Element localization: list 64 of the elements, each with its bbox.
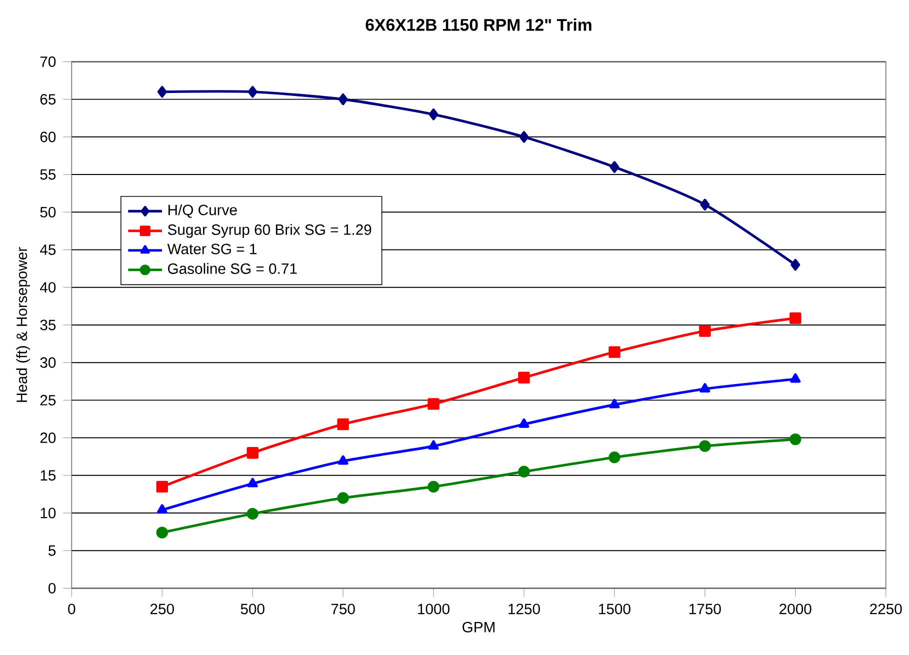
- point: [519, 131, 529, 143]
- x-tick-label: 500: [240, 604, 264, 614]
- x-tick-label: 1250: [508, 604, 540, 614]
- point: [156, 504, 168, 514]
- point: [338, 93, 348, 106]
- point: [518, 372, 530, 384]
- x-tick-label: 1750: [689, 604, 721, 614]
- y-tick-label: 20: [40, 432, 56, 444]
- point: [790, 433, 802, 446]
- y-tick-label: 60: [40, 132, 56, 142]
- y-tick-label: 15: [40, 470, 56, 481]
- x-tick-label: 0: [68, 604, 76, 614]
- point: [338, 455, 348, 465]
- y-tick-label: 70: [40, 56, 56, 68]
- point: [700, 198, 710, 210]
- point: [609, 398, 620, 408]
- point: [699, 440, 711, 452]
- x-tick-label: 250: [150, 604, 174, 614]
- point: [247, 478, 258, 488]
- point: [518, 418, 530, 428]
- y-tick-label: 65: [40, 94, 56, 105]
- point: [428, 480, 440, 493]
- y-tick-label: 25: [40, 394, 56, 406]
- y-tick-label: 0: [48, 583, 56, 594]
- legend-label: H/Q Curve: [168, 204, 237, 218]
- x-tick-label: 750: [331, 604, 355, 614]
- y-tick-label: 50: [40, 206, 56, 218]
- point: [790, 258, 800, 271]
- y-tick-label: 5: [48, 545, 56, 556]
- y-tick-label: 40: [40, 282, 56, 293]
- legend-label: Water SG = 1: [167, 244, 257, 254]
- x-tick-label: 1000: [418, 604, 450, 614]
- x-axis-title: GPM: [462, 622, 494, 632]
- x-tick-label: 2250: [870, 604, 902, 614]
- point: [156, 526, 168, 538]
- chart-title: 6X6X12B 1150 RPM 12" Trim: [366, 18, 592, 31]
- point: [608, 346, 620, 358]
- point: [790, 312, 802, 324]
- point: [700, 383, 710, 393]
- y-tick-label: 10: [40, 508, 56, 518]
- point: [337, 418, 349, 430]
- y-axis-title: Head (ft) & Horsepower: [16, 247, 30, 402]
- legend-label: Sugar Syrup 60 Brix SG = 1.29: [168, 224, 372, 238]
- point: [246, 508, 258, 520]
- point: [428, 440, 439, 450]
- point: [428, 108, 438, 120]
- point: [608, 452, 620, 464]
- point: [518, 466, 530, 478]
- y-tick-label: 30: [40, 357, 56, 368]
- x-tick-label: 2000: [780, 604, 812, 614]
- legend-label: Gasoline SG = 0.71: [168, 263, 297, 274]
- x-tick-label: 1500: [599, 604, 630, 614]
- y-tick-label: 55: [40, 169, 56, 180]
- point: [610, 161, 620, 173]
- point: [157, 86, 167, 98]
- y-tick-label: 45: [40, 244, 56, 255]
- point: [246, 447, 258, 459]
- point: [156, 480, 168, 493]
- y-tick-label: 35: [40, 320, 56, 330]
- point: [337, 492, 349, 504]
- point: [699, 325, 711, 337]
- point: [428, 398, 440, 410]
- point: [248, 86, 258, 98]
- point: [790, 373, 801, 383]
